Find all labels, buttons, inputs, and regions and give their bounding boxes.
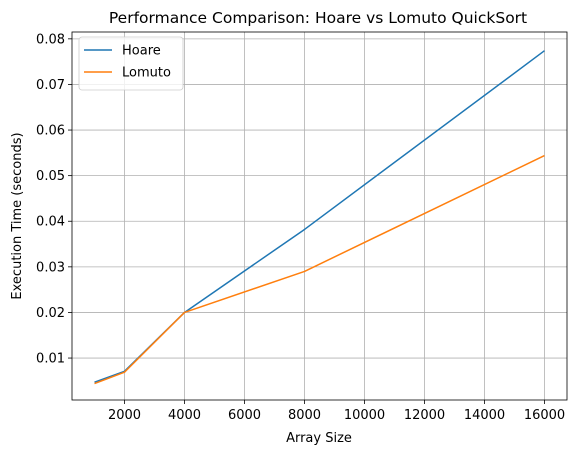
series-lines	[94, 50, 545, 385]
legend: Hoare Lomuto	[78, 36, 184, 91]
y-tick-label: 0.01	[36, 352, 65, 367]
legend-label-hoare: Hoare	[122, 44, 161, 59]
plot-area-frame	[71, 31, 568, 401]
y-axis: 0.01 0.02 0.03 0.04 0.05 0.06 0.07 0.08	[36, 32, 72, 367]
x-tick-label: 12000	[404, 408, 445, 423]
x-tick-label: 10000	[344, 408, 385, 423]
y-tick-label: 0.04	[36, 215, 65, 230]
x-tick-label: 14000	[464, 408, 505, 423]
series-line-hoare	[94, 50, 545, 383]
legend-label-lomuto: Lomuto	[122, 66, 171, 81]
y-tick-label: 0.07	[36, 78, 65, 93]
x-axis: 2000 4000 6000 8000 10000 12000 14000 16000	[108, 400, 565, 423]
y-tick-label: 0.08	[36, 32, 65, 47]
x-tick-label: 8000	[288, 408, 321, 423]
y-axis-label: Execution Time (seconds)	[10, 132, 25, 299]
x-axis-label: Array Size	[286, 431, 352, 446]
x-tick-label: 2000	[108, 408, 141, 423]
series-line-lomuto	[94, 154, 545, 385]
y-tick-label: 0.06	[36, 124, 65, 139]
y-tick-label: 0.03	[36, 260, 65, 275]
x-tick-label: 4000	[168, 408, 201, 423]
y-tick-label: 0.02	[36, 306, 65, 321]
chart-title: Performance Comparison: Hoare vs Lomuto …	[109, 9, 527, 27]
x-tick-label: 6000	[228, 408, 261, 423]
x-tick-label: 16000	[524, 408, 565, 423]
y-tick-label: 0.05	[36, 169, 65, 184]
grid	[72, 32, 567, 400]
